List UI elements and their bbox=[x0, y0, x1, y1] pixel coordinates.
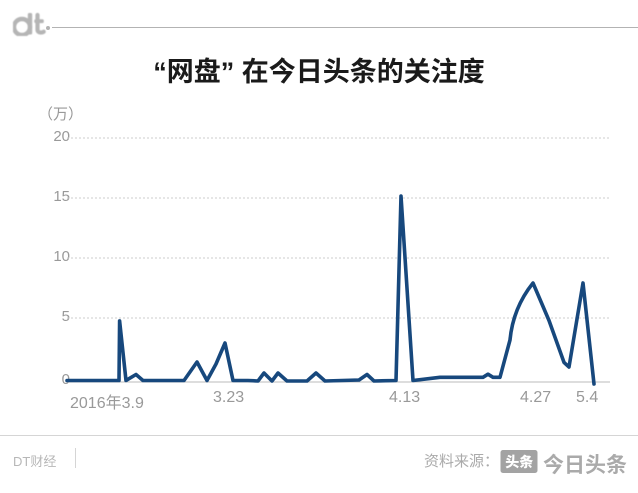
svg-text:头条: 头条 bbox=[505, 452, 533, 472]
